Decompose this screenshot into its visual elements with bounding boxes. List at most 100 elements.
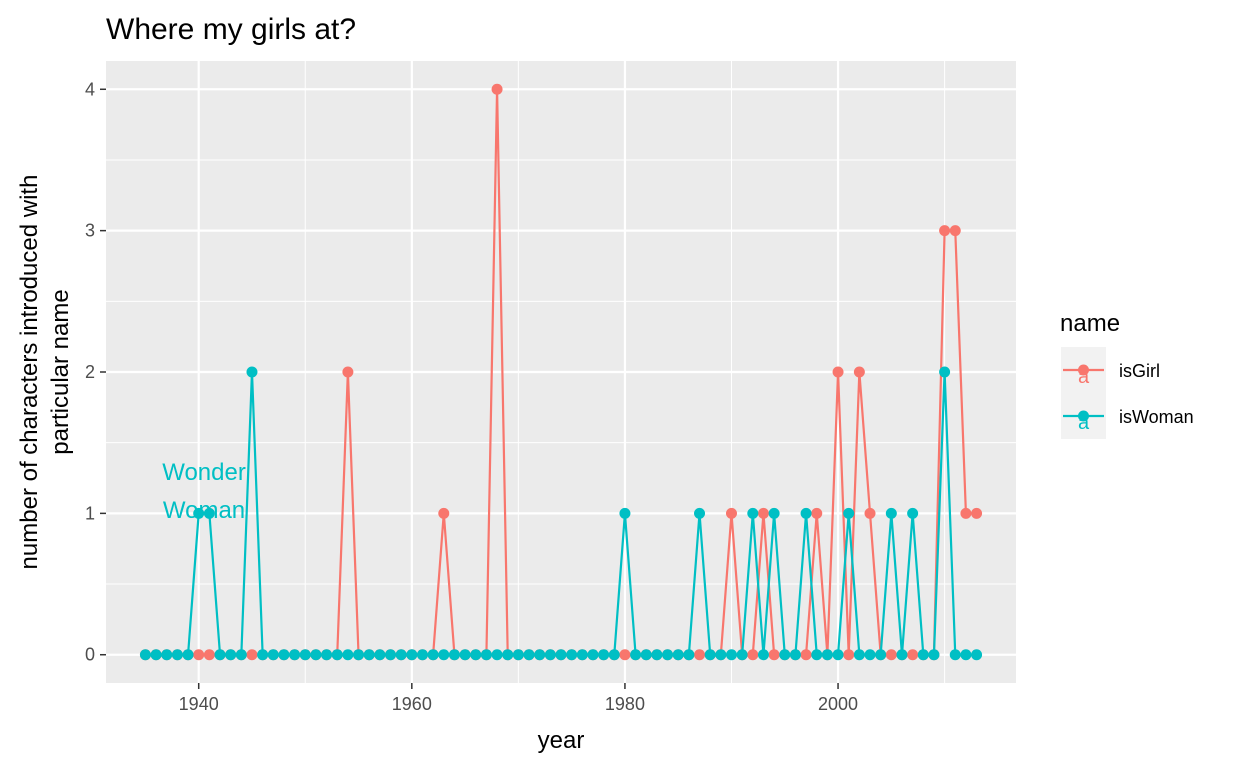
point-isWoman-1989 — [715, 649, 727, 661]
y-axis-title-line-2: particular name — [47, 289, 74, 454]
point-isWoman-1985 — [672, 649, 684, 661]
x-axis-title: year — [538, 727, 585, 754]
x-tick-label-2: 1980 — [605, 694, 645, 714]
annotation-line-wonder: Wonder — [162, 459, 246, 486]
point-isWoman-2006 — [896, 649, 908, 661]
chart-title: Where my girls at? — [106, 13, 356, 46]
point-isWoman-1998 — [811, 649, 823, 661]
point-isWoman-1992 — [747, 507, 759, 519]
point-isWoman-1962 — [427, 649, 439, 661]
point-isGirl-2007 — [907, 649, 919, 661]
point-isWoman-1960 — [406, 649, 418, 661]
point-isWoman-1950 — [299, 649, 311, 661]
x-tick-label-3: 2000 — [818, 694, 858, 714]
point-isWoman-1963 — [438, 649, 450, 661]
point-isWoman-1966 — [470, 649, 482, 661]
point-isWoman-1951 — [310, 649, 322, 661]
point-isGirl-1968 — [491, 83, 503, 95]
series-isWoman — [139, 366, 983, 661]
point-isGirl-1997 — [800, 649, 812, 661]
point-isWoman-2013 — [971, 649, 983, 661]
point-isWoman-2004 — [875, 649, 887, 661]
legend-keys: a isGirl a isWoman — [1061, 347, 1194, 439]
point-isWoman-2011 — [949, 649, 961, 661]
point-isWoman-2002 — [853, 649, 865, 661]
point-isWoman-1940 — [193, 507, 205, 519]
point-isGirl-1940 — [193, 649, 205, 661]
point-isWoman-1981 — [630, 649, 642, 661]
point-isWoman-1983 — [651, 649, 663, 661]
point-isWoman-1958 — [385, 649, 397, 661]
y-tick-label-3: 3 — [85, 221, 95, 241]
y-axis-title-line-1: number of characters introduced with — [16, 175, 43, 570]
y-axis: 0 1 2 3 4 — [85, 79, 106, 665]
point-isWoman-1977 — [587, 649, 599, 661]
point-isGirl-1993 — [757, 507, 769, 519]
point-isWoman-1971 — [523, 649, 535, 661]
point-isGirl-1994 — [768, 649, 780, 661]
point-isWoman-1947 — [267, 649, 279, 661]
point-isWoman-1976 — [576, 649, 588, 661]
point-isGirl-2003 — [864, 507, 876, 519]
point-isWoman-1994 — [768, 507, 780, 519]
legend-label-isWoman: isWoman — [1119, 407, 1194, 427]
point-isWoman-1964 — [448, 649, 460, 661]
y-tick-label-0: 0 — [85, 645, 95, 665]
point-isGirl-2000 — [832, 366, 844, 378]
point-isWoman-1939 — [182, 649, 194, 661]
point-isWoman-1938 — [171, 649, 183, 661]
point-isWoman-1984 — [662, 649, 674, 661]
point-isGirl-2012 — [960, 507, 972, 519]
point-isGirl-1963 — [438, 507, 450, 519]
point-isWoman-1996 — [789, 649, 801, 661]
point-isWoman-1941 — [203, 507, 215, 519]
point-isGirl-2010 — [939, 225, 951, 237]
point-isWoman-1959 — [395, 649, 407, 661]
point-isWoman-1980 — [619, 507, 631, 519]
point-isWoman-1982 — [640, 649, 652, 661]
point-isWoman-2005 — [885, 507, 897, 519]
legend-key-glyph-isGirl: a — [1078, 366, 1090, 388]
y-tick-label-2: 2 — [85, 362, 95, 382]
point-isGirl-1992 — [747, 649, 759, 661]
point-isWoman-1991 — [736, 649, 748, 661]
point-isWoman-1943 — [225, 649, 237, 661]
point-isWoman-1988 — [704, 649, 716, 661]
point-isWoman-1954 — [342, 649, 354, 661]
point-isWoman-1979 — [608, 649, 620, 661]
legend-key-point-isGirl — [1078, 364, 1089, 376]
point-isWoman-1993 — [757, 649, 769, 661]
point-isWoman-1957 — [374, 649, 386, 661]
point-isGirl-2001 — [843, 649, 855, 661]
point-isWoman-1937 — [161, 649, 173, 661]
point-isGirl-2005 — [885, 649, 897, 661]
point-isWoman-1986 — [683, 649, 695, 661]
point-isGirl-1998 — [811, 507, 823, 519]
point-isGirl-1980 — [619, 649, 631, 661]
x-axis: 1940 1960 1980 2000 — [179, 683, 858, 714]
point-isWoman-1942 — [214, 649, 226, 661]
annotation-wonder-woman: Wonder Woman — [162, 459, 246, 524]
legend-item-isGirl: a isGirl — [1061, 347, 1160, 393]
point-isWoman-2000 — [832, 649, 844, 661]
legend-key-glyph-isWoman: a — [1078, 412, 1090, 434]
point-isGirl-1990 — [725, 507, 737, 519]
legend: name a isGirl a isWoman — [1060, 310, 1194, 439]
point-isWoman-1968 — [491, 649, 503, 661]
point-isWoman-1955 — [353, 649, 365, 661]
annotation-line-woman: Woman — [163, 497, 245, 524]
point-isWoman-1956 — [363, 649, 375, 661]
legend-key-point-isWoman — [1078, 410, 1089, 422]
grid-major — [106, 61, 1016, 683]
point-isWoman-1999 — [821, 649, 833, 661]
point-isWoman-1990 — [725, 649, 737, 661]
point-isWoman-2003 — [864, 649, 876, 661]
point-isWoman-1961 — [416, 649, 428, 661]
point-isWoman-1973 — [544, 649, 556, 661]
y-tick-label-4: 4 — [85, 79, 95, 99]
point-isWoman-2009 — [928, 649, 940, 661]
point-isWoman-1970 — [512, 649, 524, 661]
point-isWoman-1975 — [566, 649, 578, 661]
point-isWoman-1965 — [459, 649, 471, 661]
